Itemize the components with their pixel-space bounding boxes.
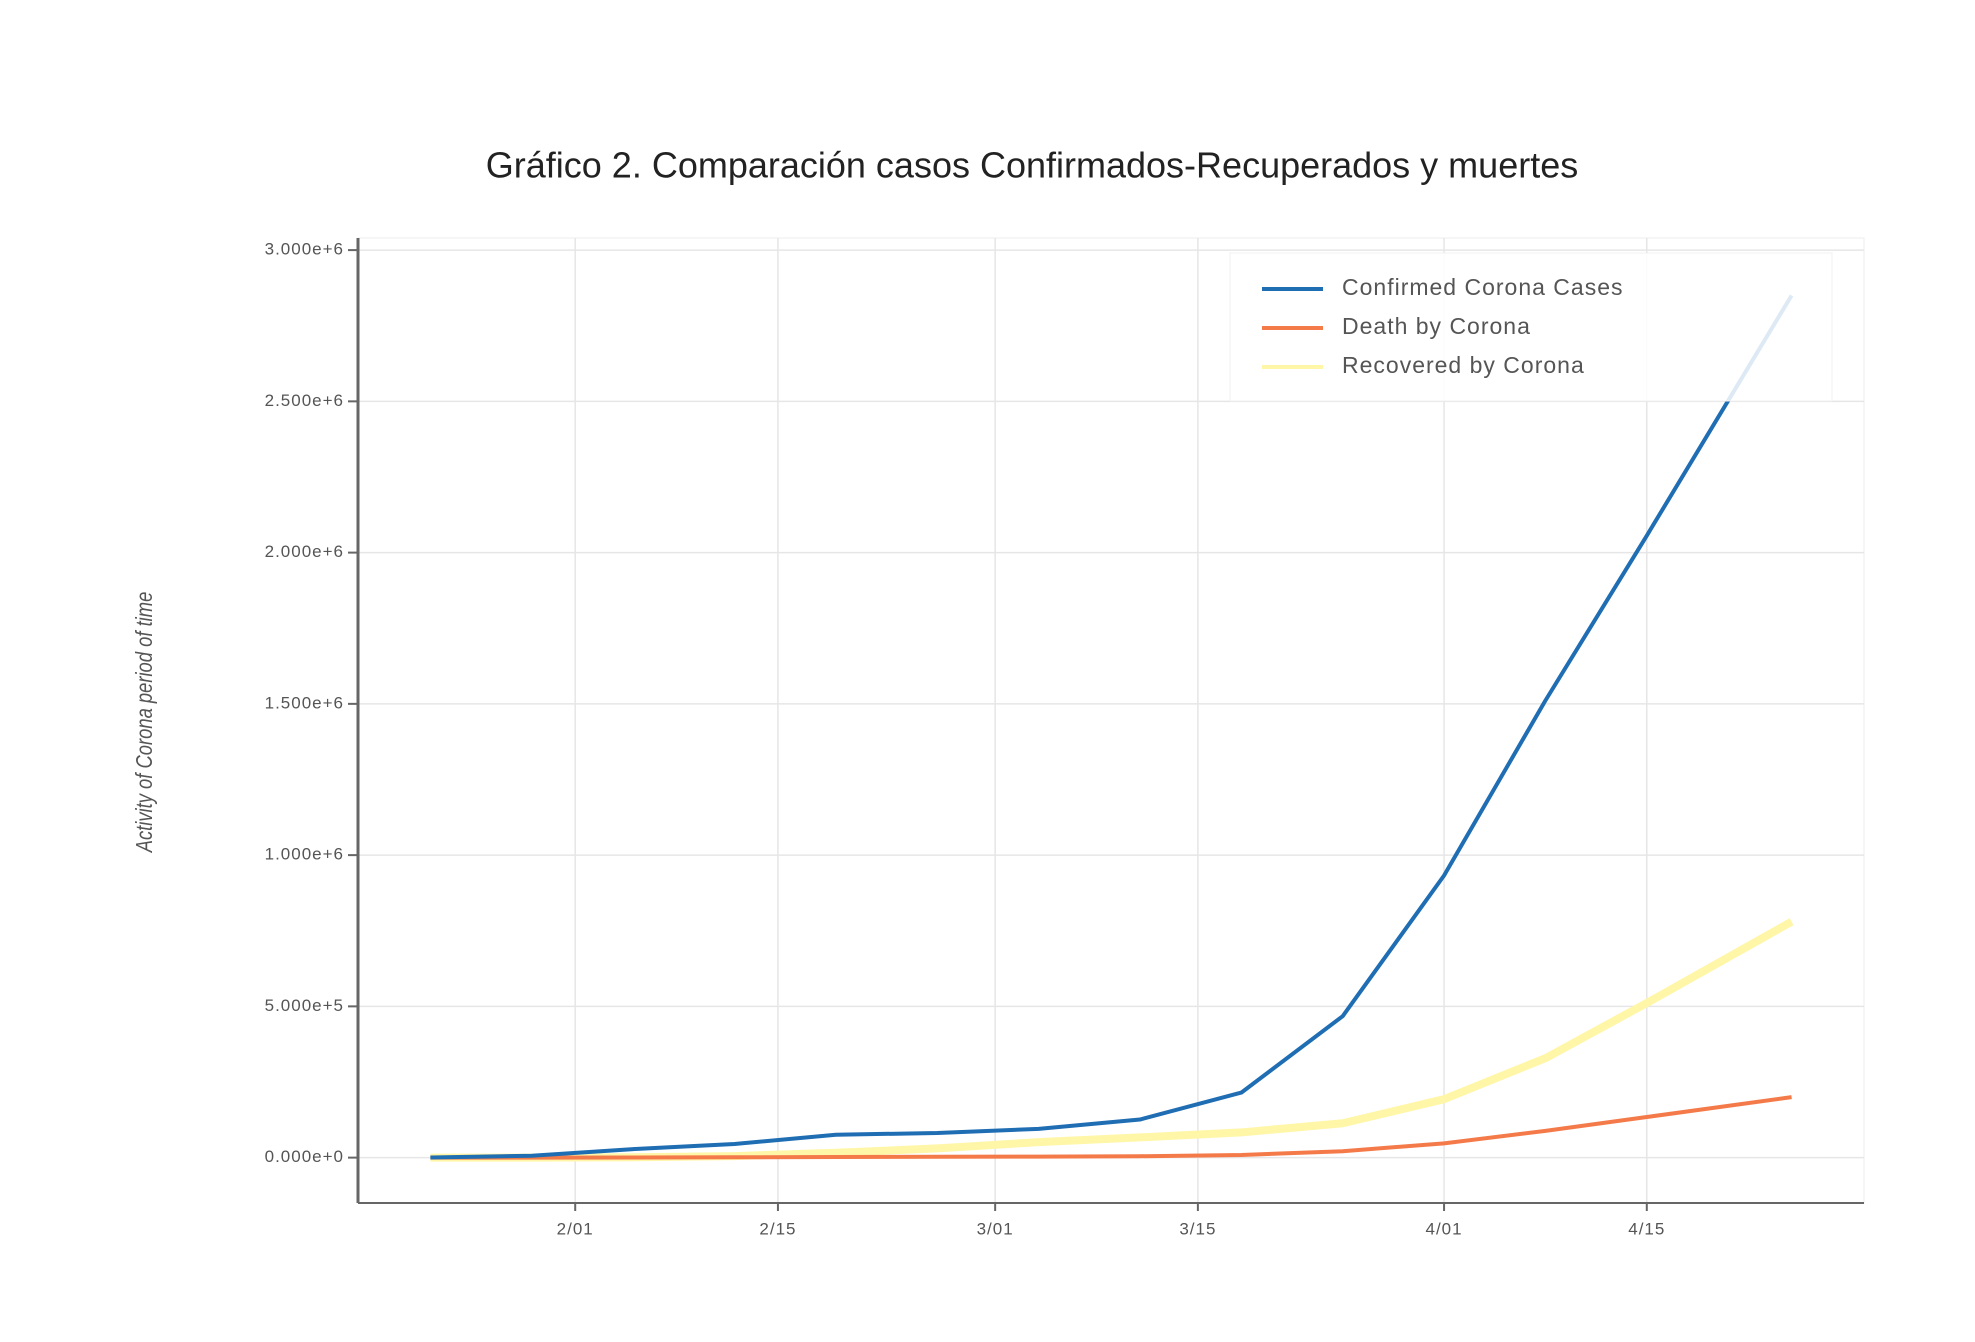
- y-axis-label: Activity of Corona period of time: [132, 592, 157, 854]
- legend-label: Confirmed Corona Cases: [1342, 274, 1624, 300]
- x-tick-label: 2/15: [759, 1219, 796, 1238]
- y-tick-label: 2.000e+6: [265, 542, 344, 561]
- chart-title: Gráfico 2. Comparación casos Confirmados…: [486, 145, 1578, 186]
- legend-label: Death by Corona: [1342, 313, 1531, 339]
- y-tick-label: 2.500e+6: [265, 391, 344, 410]
- y-tick-label: 0.000e+0: [265, 1147, 344, 1166]
- x-tick-label: 2/01: [557, 1219, 594, 1238]
- x-tick-label: 3/15: [1179, 1219, 1216, 1238]
- legend-box: [1229, 252, 1833, 402]
- y-tick-label: 1.000e+6: [265, 845, 344, 864]
- y-tick-label: 1.500e+6: [265, 693, 344, 712]
- y-tick-label: 3.000e+6: [265, 240, 344, 259]
- x-tick-label: 4/01: [1426, 1219, 1463, 1238]
- legend-label: Recovered by Corona: [1342, 352, 1585, 378]
- x-tick-label: 3/01: [977, 1219, 1014, 1238]
- series-line: [430, 1095, 1792, 1160]
- series-line: [430, 294, 1794, 1160]
- x-tick-label: 4/15: [1628, 1219, 1665, 1238]
- y-tick-label: 5.000e+5: [265, 996, 344, 1015]
